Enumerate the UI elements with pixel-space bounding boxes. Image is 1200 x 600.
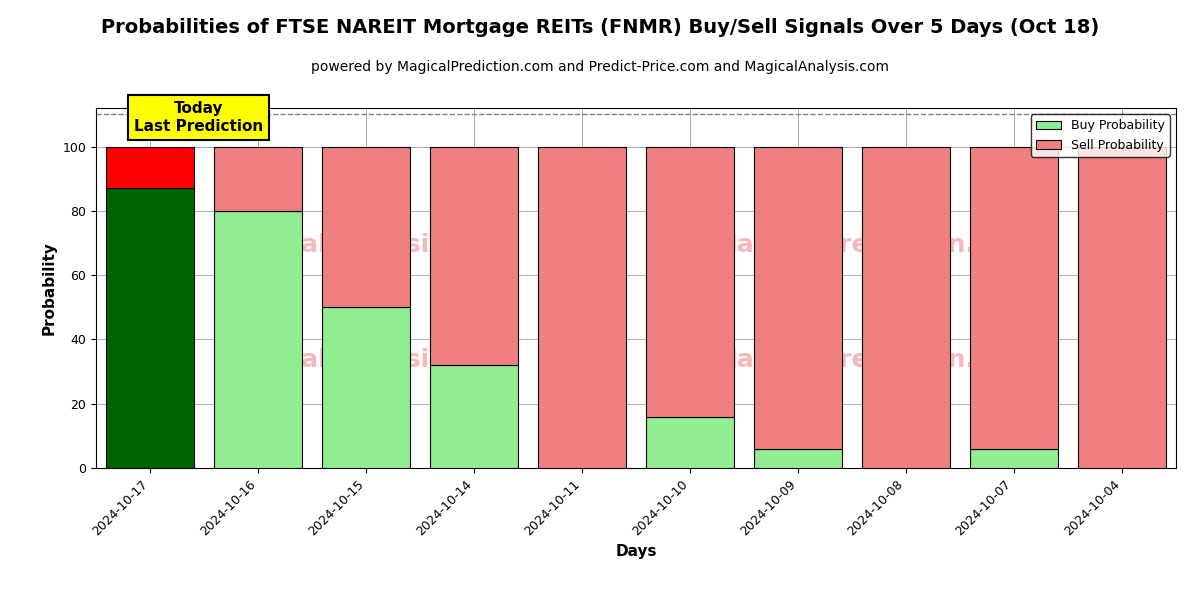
Bar xyxy=(106,188,194,468)
Bar xyxy=(862,146,950,468)
Bar xyxy=(214,146,302,211)
Bar xyxy=(214,211,302,468)
Bar xyxy=(970,146,1058,449)
Bar xyxy=(322,307,410,468)
Text: MagicalAnalysis.com: MagicalAnalysis.com xyxy=(220,233,512,257)
Text: Today
Last Prediction: Today Last Prediction xyxy=(134,101,263,134)
Text: Probabilities of FTSE NAREIT Mortgage REITs (FNMR) Buy/Sell Signals Over 5 Days : Probabilities of FTSE NAREIT Mortgage RE… xyxy=(101,18,1099,37)
Bar xyxy=(754,449,842,468)
Text: MagicalPrediction.com: MagicalPrediction.com xyxy=(713,233,1034,257)
Bar xyxy=(106,146,194,188)
Bar xyxy=(1078,146,1166,468)
Bar xyxy=(430,365,518,468)
Bar xyxy=(646,416,734,468)
Text: MagicalPrediction.com: MagicalPrediction.com xyxy=(713,348,1034,372)
Y-axis label: Probability: Probability xyxy=(42,241,56,335)
X-axis label: Days: Days xyxy=(616,544,656,559)
Bar xyxy=(430,146,518,365)
Bar xyxy=(646,146,734,416)
Bar xyxy=(322,146,410,307)
Legend: Buy Probability, Sell Probability: Buy Probability, Sell Probability xyxy=(1031,114,1170,157)
Text: MagicalAnalysis.com: MagicalAnalysis.com xyxy=(220,348,512,372)
Bar xyxy=(970,449,1058,468)
Text: powered by MagicalPrediction.com and Predict-Price.com and MagicalAnalysis.com: powered by MagicalPrediction.com and Pre… xyxy=(311,60,889,74)
Bar xyxy=(754,146,842,449)
Bar xyxy=(538,146,626,468)
